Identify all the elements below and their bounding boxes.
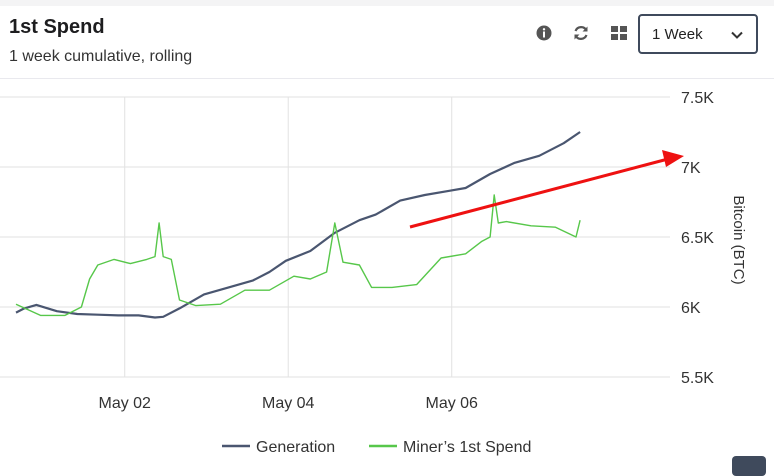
header-divider [0, 78, 774, 79]
y-tick-label: 7.5K [681, 90, 714, 107]
y-tick-labels: 7.5K 7K 6.5K 6K 5.5K [681, 90, 714, 387]
series-lines [15, 131, 581, 319]
range-select-value: 1 Week [652, 26, 703, 43]
legend-label-generation: Generation [256, 439, 335, 456]
annotation-arrow [409, 150, 684, 229]
legend-item-generation[interactable]: Generation [222, 439, 335, 456]
refresh-icon[interactable] [570, 22, 592, 44]
grid-lines [0, 96, 670, 378]
series-line-miner-spend [15, 194, 581, 317]
grid-icon[interactable] [608, 22, 630, 44]
info-icon[interactable] [533, 22, 555, 44]
x-tick-label: May 04 [262, 395, 315, 412]
legend: Generation Miner’s 1st Spend [222, 439, 531, 456]
range-select[interactable]: 1 Week [638, 14, 758, 54]
panel-header: 1st Spend 1 week cumulative, rolling 1 W… [0, 6, 774, 78]
legend-label-miner-spend: Miner’s 1st Spend [403, 439, 531, 456]
top-strip [0, 0, 774, 6]
panel-title: 1st Spend [9, 16, 105, 38]
y-tick-label: 6K [681, 300, 701, 317]
y-axis-label: Bitcoin (BTC) [730, 195, 747, 284]
chart: 7.5K 7K 6.5K 6K 5.5K May 02 May 04 May 06 Bitc… [0, 90, 747, 456]
scroll-to-top-button[interactable] [732, 456, 766, 476]
x-tick-label: May 06 [425, 395, 478, 412]
x-tick-labels: May 02 May 04 May 06 [98, 395, 478, 412]
y-tick-label: 6.5K [681, 230, 714, 247]
x-tick-label: May 02 [98, 395, 151, 412]
chevron-down-icon [730, 28, 744, 47]
legend-item-miner-spend[interactable]: Miner’s 1st Spend [369, 439, 531, 456]
series-line-generation [15, 131, 581, 319]
panel-subtitle: 1 week cumulative, rolling [9, 48, 193, 65]
y-tick-label: 5.5K [681, 370, 714, 387]
y-tick-label: 7K [681, 160, 701, 177]
